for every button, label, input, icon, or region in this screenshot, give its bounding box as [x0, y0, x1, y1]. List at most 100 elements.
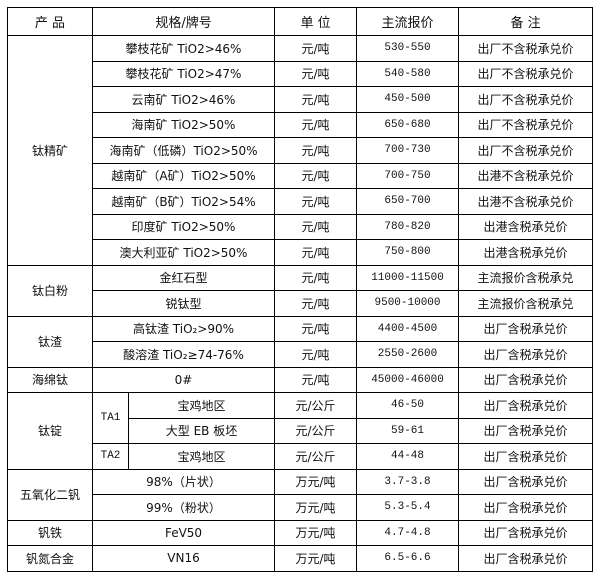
spec-cell: 高钛渣 TiO₂>90% [91, 315, 276, 342]
unit-cell: 元/公斤 [274, 392, 358, 419]
unit-cell: 元/吨 [274, 213, 358, 240]
spec-cell: 98%（片状） [91, 468, 276, 495]
note-cell: 出厂含税承兑价 [458, 315, 594, 342]
spec-cell: 云南矿 TiO2>46% [91, 86, 276, 113]
spec-cell: 攀枝花矿 TiO2>47% [91, 60, 276, 87]
note-cell: 出港含税承兑价 [458, 239, 594, 266]
product-name: 钒氮合金 [7, 545, 93, 572]
spec-cell: 越南矿（A矿）TiO2>50% [91, 162, 276, 189]
product-name: 钛锭 [7, 392, 93, 470]
spec-cell: 0# [91, 366, 276, 393]
table-row: 越南矿（B矿）TiO2>54% 元/吨 650-700 出港不含税承兑价 [8, 188, 594, 215]
price-cell: 750-800 [356, 239, 460, 266]
table-row: 海南矿 TiO2>50% 元/吨 650-680 出厂不含税承兑价 [8, 111, 594, 138]
spec-cell: 海南矿（低磷）TiO2>50% [91, 137, 276, 164]
header-unit: 单 位 [274, 7, 358, 36]
unit-cell: 万元/吨 [274, 545, 358, 572]
note-cell: 出港不含税承兑价 [458, 188, 594, 215]
note-cell: 出厂含税承兑价 [458, 417, 594, 444]
table-row: 越南矿（A矿）TiO2>50% 元/吨 700-750 出港不含税承兑价 [8, 162, 594, 189]
unit-cell: 万元/吨 [274, 468, 358, 495]
price-cell: 650-680 [356, 111, 460, 138]
price-cell: 9500-10000 [356, 290, 460, 317]
price-table: 产 品 规格/牌号 单 位 主流报价 备 注 钛精矿 攀枝花矿 TiO2>46% 元… [7, 7, 594, 572]
table-row: 印度矿 TiO2>50% 元/吨 780-820 出港含税承兑价 [8, 213, 594, 240]
price-cell: 46-50 [356, 392, 460, 419]
note-cell: 出厂含税承兑价 [458, 443, 594, 470]
table-row: 钒氮合金 VN16 万元/吨 6.5-6.6 出厂含税承兑价 [7, 545, 594, 572]
note-cell: 主流报价含税承兑 [458, 290, 594, 317]
table-row: 攀枝花矿 TiO2>47% 元/吨 540-580 出厂不含税承兑价 [8, 60, 594, 87]
price-cell: 11000-11500 [356, 264, 460, 291]
price-cell: 700-750 [356, 162, 460, 189]
unit-cell: 元/吨 [274, 111, 358, 138]
note-cell: 出厂含税承兑价 [458, 494, 594, 521]
table-row: 大型 EB 板坯 元/公斤 59-61 出厂含税承兑价 [8, 417, 594, 444]
header-row: 产 品 规格/牌号 单 位 主流报价 备 注 [7, 7, 594, 36]
table-row: 澳大利亚矿 TiO2>50% 元/吨 750-800 出港含税承兑价 [8, 239, 594, 266]
note-cell: 出厂不含税承兑价 [458, 60, 594, 87]
header-price: 主流报价 [356, 7, 460, 36]
product-name: 五氧化二钒 [7, 468, 93, 521]
price-cell: 5.3-5.4 [356, 494, 460, 521]
product-name: 钛渣 [7, 315, 93, 368]
table-row: 钛白粉 金红石型 元/吨 11000-11500 主流报价含税承兑 [7, 264, 594, 317]
price-cell: 59-61 [356, 417, 460, 444]
unit-cell: 元/吨 [274, 35, 358, 62]
table-row: TA2 宝鸡地区 元/公斤 44-48 出厂含税承兑价 [8, 443, 594, 470]
unit-cell: 万元/吨 [274, 494, 358, 521]
price-cell: 650-700 [356, 188, 460, 215]
price-cell: 450-500 [356, 86, 460, 113]
unit-cell: 元/吨 [274, 60, 358, 87]
table-row: 钒铁 FeV50 万元/吨 4.7-4.8 出厂含税承兑价 [7, 519, 594, 546]
unit-cell: 元/吨 [274, 137, 358, 164]
table-row: 酸溶渣 TiO₂≥74-76% 元/吨 2550-2600 出厂含税承兑价 [8, 341, 594, 368]
product-name: 钒铁 [7, 519, 93, 546]
unit-cell: 元/公斤 [274, 417, 358, 444]
table-row: 海南矿（低磷）TiO2>50% 元/吨 700-730 出厂不含税承兑价 [8, 137, 594, 164]
product-name: 钛白粉 [7, 264, 93, 317]
grade-cell: TA2 [92, 443, 129, 470]
grade-cell: TA1 [92, 392, 129, 444]
header-product: 产 品 [7, 7, 93, 36]
table-row: 锐钛型 元/吨 9500-10000 主流报价含税承兑 [8, 290, 594, 317]
spec-cell: 锐钛型 [91, 290, 276, 317]
header-spec: 规格/牌号 [91, 7, 276, 36]
price-cell: 6.5-6.6 [356, 545, 460, 572]
note-cell: 出厂含税承兑价 [458, 366, 594, 393]
spec-cell: 金红石型 [91, 264, 276, 291]
spec-cell: 宝鸡地区 [127, 443, 276, 470]
spec-cell: 澳大利亚矿 TiO2>50% [91, 239, 276, 266]
price-cell: 530-550 [356, 35, 460, 62]
price-cell: 780-820 [356, 213, 460, 240]
unit-cell: 元/吨 [274, 341, 358, 368]
spec-cell: 印度矿 TiO2>50% [91, 213, 276, 240]
note-cell: 出厂含税承兑价 [458, 545, 594, 572]
unit-cell: 元/公斤 [274, 443, 358, 470]
product-name: 海绵钛 [7, 366, 93, 393]
note-cell: 出厂不含税承兑价 [458, 137, 594, 164]
price-cell: 700-730 [356, 137, 460, 164]
unit-cell: 元/吨 [274, 162, 358, 189]
unit-cell: 元/吨 [274, 366, 358, 393]
note-cell: 出厂含税承兑价 [458, 341, 594, 368]
spec-cell: 酸溶渣 TiO₂≥74-76% [91, 341, 276, 368]
table-row: 钛锭 TA1 宝鸡地区 元/公斤 46-50 出厂含税承兑价 [7, 392, 594, 470]
unit-cell: 元/吨 [274, 290, 358, 317]
note-cell: 出厂含税承兑价 [458, 519, 594, 546]
product-name: 钛精矿 [7, 35, 93, 266]
note-cell: 出厂不含税承兑价 [458, 86, 594, 113]
header-note: 备 注 [458, 7, 594, 36]
table-row: 五氧化二钒 98%（片状） 万元/吨 3.7-3.8 出厂含税承兑价 [7, 468, 594, 521]
unit-cell: 元/吨 [274, 188, 358, 215]
price-cell: 540-580 [356, 60, 460, 87]
table-row: 云南矿 TiO2>46% 元/吨 450-500 出厂不含税承兑价 [8, 86, 594, 113]
table-row: 99%（粉状） 万元/吨 5.3-5.4 出厂含税承兑价 [8, 494, 594, 521]
note-cell: 出港含税承兑价 [458, 213, 594, 240]
unit-cell: 元/吨 [274, 315, 358, 342]
note-cell: 出厂不含税承兑价 [458, 35, 594, 62]
note-cell: 出厂含税承兑价 [458, 468, 594, 495]
spec-cell: 攀枝花矿 TiO2>46% [91, 35, 276, 62]
spec-cell: 99%（粉状） [91, 494, 276, 521]
table-row: 钛精矿 攀枝花矿 TiO2>46% 元/吨 530-550 出厂不含税承兑价 [7, 35, 594, 266]
